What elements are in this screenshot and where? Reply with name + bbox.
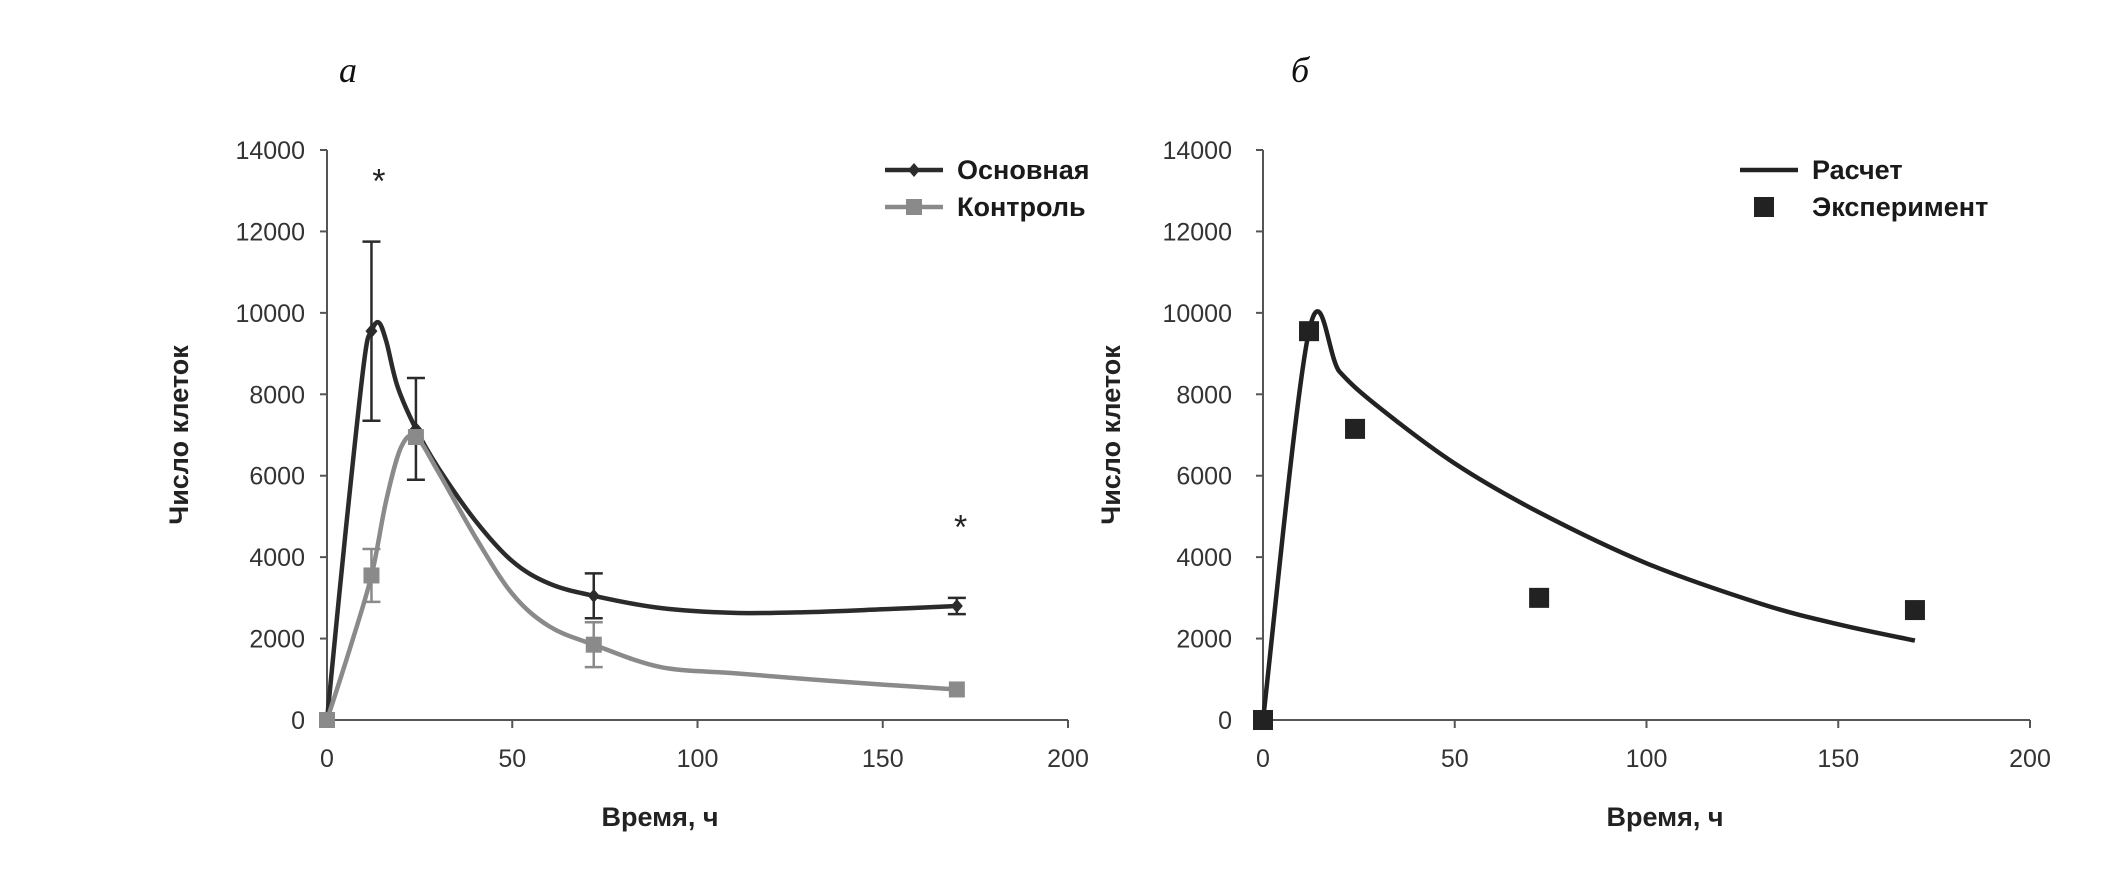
y-tick-label: 14000 (1162, 137, 1232, 165)
x-axis-title: Время, ч (601, 802, 718, 832)
y-tick-label: 8000 (1176, 381, 1232, 409)
y-tick-label: 6000 (1176, 463, 1232, 491)
y-tick-label: 4000 (1176, 544, 1232, 572)
data-point (407, 429, 424, 446)
y-axis-title: Число клеток (1096, 345, 1126, 525)
data-point (365, 324, 378, 339)
data-point (950, 599, 963, 613)
data-point (319, 712, 335, 728)
y-axis-title: Число клеток (164, 345, 194, 525)
y-tick-label: 12000 (1162, 218, 1232, 246)
data-point (585, 636, 602, 653)
x-tick-label: 0 (1256, 745, 1270, 773)
y-tick-label: 4000 (249, 544, 305, 572)
x-tick-label: 50 (498, 745, 526, 773)
data-point (1904, 600, 1925, 621)
y-tick-label: 14000 (235, 137, 305, 165)
legend-marker (908, 163, 920, 177)
legend-label: Основная (957, 155, 1090, 185)
panel-letter: б (1291, 50, 1311, 90)
y-tick-label: 0 (291, 707, 305, 735)
y-tick-label: 0 (1218, 707, 1232, 735)
x-tick-label: 50 (1441, 745, 1469, 773)
y-tick-label: 2000 (1176, 626, 1232, 654)
legend-marker (1754, 197, 1774, 217)
data-point (1253, 710, 1273, 730)
chart-panel-b: б 0 2000 4000 6000 8000 10000 12000 14000 0 50 100 1… (1096, 50, 2051, 832)
x-tick-label: 100 (1626, 745, 1668, 773)
legend-marker (906, 199, 922, 215)
chart-panel-a: а 0 2000 4000 6000 8000 10000 12000 14000 0 50 100 1… (164, 50, 1090, 832)
data-point (363, 567, 380, 584)
y-tick-label: 10000 (1162, 300, 1232, 328)
x-tick-label: 0 (320, 745, 334, 773)
x-tick-label: 200 (1047, 745, 1089, 773)
y-tick-label: 6000 (249, 463, 305, 491)
data-point (948, 681, 965, 698)
x-tick-label: 200 (2009, 745, 2051, 773)
y-tick-label: 10000 (235, 300, 305, 328)
series-line (1260, 309, 1916, 721)
legend-label: Контроль (957, 192, 1086, 222)
significance-marker: * (954, 508, 967, 546)
x-tick-label: 150 (1817, 745, 1859, 773)
data-point (1345, 418, 1366, 439)
series-line (324, 433, 958, 721)
series-line (324, 319, 957, 721)
legend-label: Эксперимент (1812, 192, 1988, 222)
y-tick-label: 8000 (249, 381, 305, 409)
x-axis-title: Время, ч (1606, 802, 1723, 832)
data-point (1299, 321, 1320, 342)
y-tick-label: 12000 (235, 218, 305, 246)
y-tick-label: 2000 (249, 626, 305, 654)
data-point (1529, 587, 1550, 608)
significance-marker: * (372, 162, 385, 200)
x-tick-label: 100 (677, 745, 719, 773)
legend-label: Расчет (1812, 155, 1903, 185)
panel-letter: а (339, 50, 357, 90)
data-point (587, 588, 600, 603)
x-tick-label: 150 (862, 745, 904, 773)
